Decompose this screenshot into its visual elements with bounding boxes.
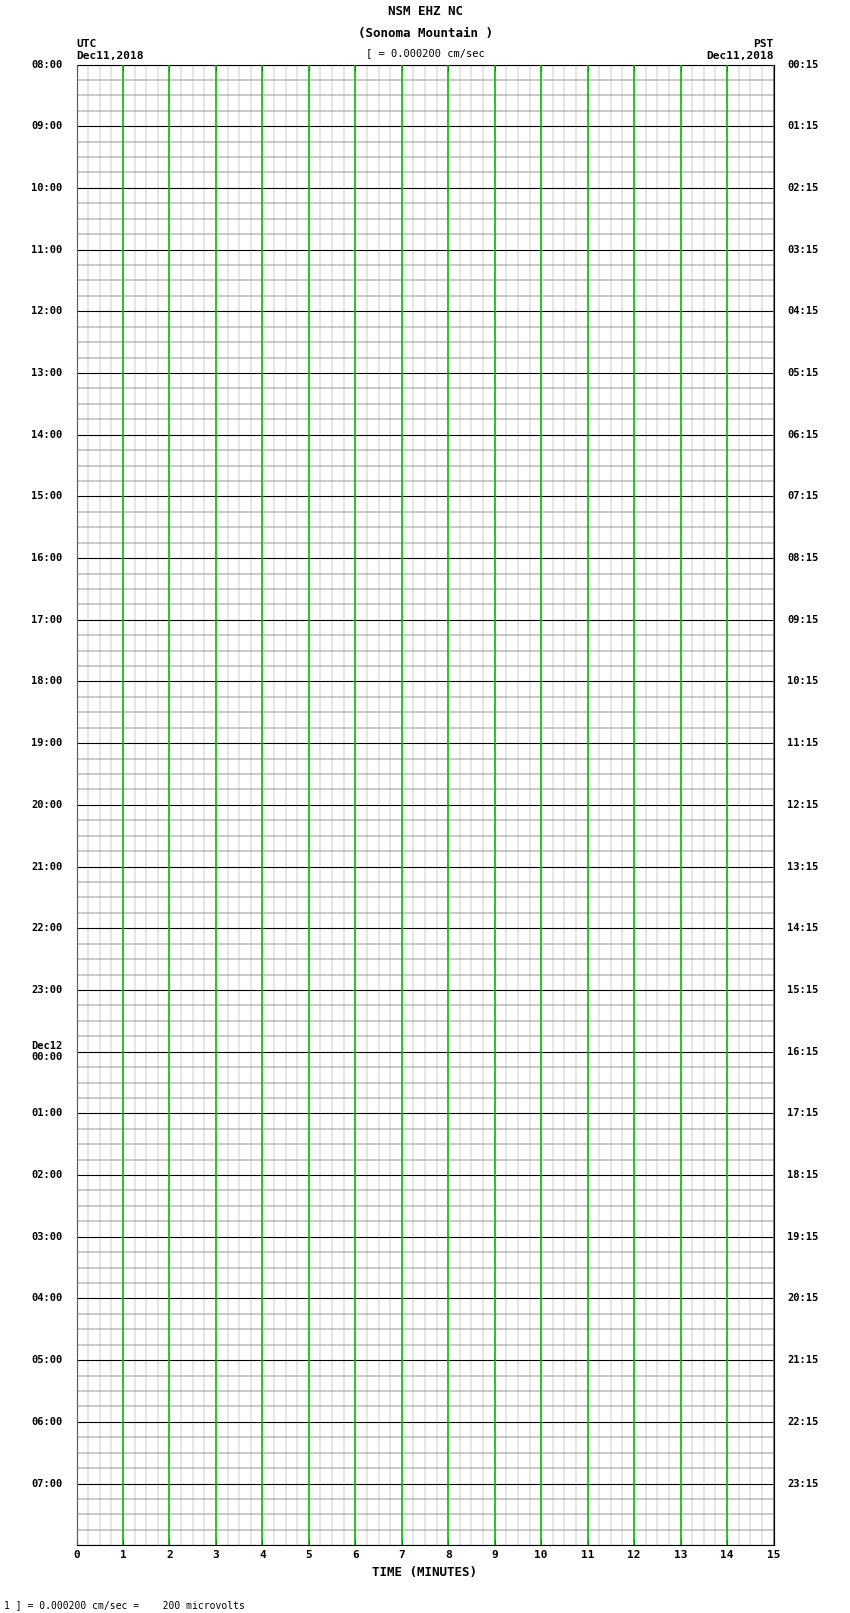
Text: 04:00: 04:00: [31, 1294, 63, 1303]
Text: 22:00: 22:00: [31, 923, 63, 934]
Text: 09:15: 09:15: [787, 615, 819, 624]
Text: 11:00: 11:00: [31, 245, 63, 255]
Text: 1 ] = 0.000200 cm/sec =    200 microvolts: 1 ] = 0.000200 cm/sec = 200 microvolts: [4, 1600, 245, 1610]
Text: 08:00: 08:00: [31, 60, 63, 69]
Text: 01:00: 01:00: [31, 1108, 63, 1118]
Text: Dec12
00:00: Dec12 00:00: [31, 1040, 63, 1063]
Text: 05:15: 05:15: [787, 368, 819, 377]
Text: 09:00: 09:00: [31, 121, 63, 131]
Text: 00:15: 00:15: [787, 60, 819, 69]
Text: 15:00: 15:00: [31, 492, 63, 502]
Text: 06:00: 06:00: [31, 1416, 63, 1428]
Text: 10:15: 10:15: [787, 676, 819, 687]
Text: 21:15: 21:15: [787, 1355, 819, 1365]
Text: 17:00: 17:00: [31, 615, 63, 624]
Text: 06:15: 06:15: [787, 429, 819, 440]
Text: 01:15: 01:15: [787, 121, 819, 131]
Text: PST
Dec11,2018: PST Dec11,2018: [706, 39, 774, 61]
Text: 10:00: 10:00: [31, 182, 63, 194]
Text: 13:15: 13:15: [787, 861, 819, 871]
Text: 14:15: 14:15: [787, 923, 819, 934]
Text: 04:15: 04:15: [787, 306, 819, 316]
Text: 03:00: 03:00: [31, 1232, 63, 1242]
Text: 20:00: 20:00: [31, 800, 63, 810]
Text: 12:00: 12:00: [31, 306, 63, 316]
Text: 17:15: 17:15: [787, 1108, 819, 1118]
Text: 11:15: 11:15: [787, 739, 819, 748]
Text: 16:15: 16:15: [787, 1047, 819, 1057]
Text: (Sonoma Mountain ): (Sonoma Mountain ): [358, 27, 492, 40]
Text: NSM EHZ NC: NSM EHZ NC: [388, 5, 462, 18]
Text: 02:00: 02:00: [31, 1169, 63, 1181]
Text: 07:00: 07:00: [31, 1479, 63, 1489]
Text: 12:15: 12:15: [787, 800, 819, 810]
Text: 23:15: 23:15: [787, 1479, 819, 1489]
Text: 02:15: 02:15: [787, 182, 819, 194]
Text: UTC
Dec11,2018: UTC Dec11,2018: [76, 39, 144, 61]
Text: 18:00: 18:00: [31, 676, 63, 687]
Text: 18:15: 18:15: [787, 1169, 819, 1181]
Text: 15:15: 15:15: [787, 986, 819, 995]
Text: 22:15: 22:15: [787, 1416, 819, 1428]
Text: 16:00: 16:00: [31, 553, 63, 563]
Text: 23:00: 23:00: [31, 986, 63, 995]
Text: 05:00: 05:00: [31, 1355, 63, 1365]
Text: 21:00: 21:00: [31, 861, 63, 871]
Text: 19:15: 19:15: [787, 1232, 819, 1242]
Text: 03:15: 03:15: [787, 245, 819, 255]
Text: 14:00: 14:00: [31, 429, 63, 440]
Text: 08:15: 08:15: [787, 553, 819, 563]
Text: 20:15: 20:15: [787, 1294, 819, 1303]
Text: 07:15: 07:15: [787, 492, 819, 502]
Text: 19:00: 19:00: [31, 739, 63, 748]
Text: 13:00: 13:00: [31, 368, 63, 377]
Text: [ = 0.000200 cm/sec: [ = 0.000200 cm/sec: [366, 48, 484, 58]
X-axis label: TIME (MINUTES): TIME (MINUTES): [372, 1566, 478, 1579]
